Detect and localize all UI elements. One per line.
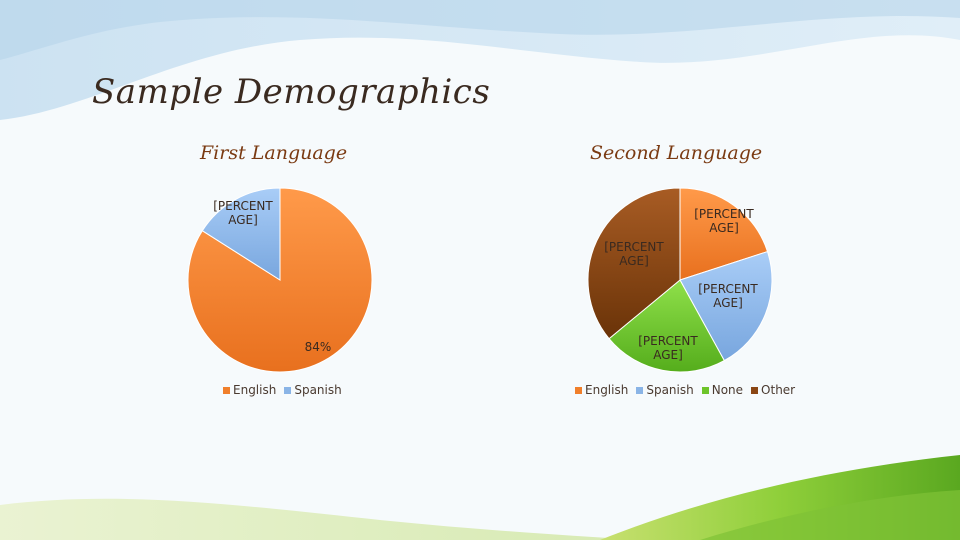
legend-label-spanish: Spanish xyxy=(294,383,342,397)
pie-slice-spanish xyxy=(679,250,773,362)
legend-item-other: Other xyxy=(751,383,795,397)
legend-swatch-other xyxy=(751,386,759,394)
second-language-chart-title: Second Language xyxy=(590,142,763,164)
slide-title: Sample Demographics xyxy=(92,72,491,112)
legend-swatch-none xyxy=(701,386,709,394)
second-language-legend: English Spanish None Other xyxy=(575,383,795,397)
legend-swatch-english xyxy=(575,386,582,394)
pie-slice-other xyxy=(587,187,681,340)
data-label-none: [PERCENT AGE] xyxy=(638,334,698,362)
legend-item-spanish: Spanish xyxy=(636,383,694,397)
pie-slice-none xyxy=(608,279,725,373)
data-label-spanish: [PERCENT AGE] xyxy=(698,282,758,310)
data-label-english: [PERCENT AGE] xyxy=(694,207,754,235)
legend-swatch-spanish xyxy=(284,386,292,394)
legend-label-english: English xyxy=(233,383,277,397)
legend-item-english: English xyxy=(223,383,276,397)
data-label-other: [PERCENT AGE] xyxy=(604,240,664,268)
pie-slice-spanish xyxy=(201,187,281,281)
legend-label-other: Other xyxy=(761,383,796,397)
first-language-legend: English Spanish xyxy=(223,383,342,397)
legend-label-english: English xyxy=(585,383,629,397)
legend-label-none: None xyxy=(711,383,744,397)
legend-item-spanish: Spanish xyxy=(284,383,342,397)
legend-item-none: None xyxy=(701,383,744,397)
legend-swatch-english xyxy=(223,386,230,394)
legend-item-english: English xyxy=(575,383,628,397)
data-label-english: 84% xyxy=(304,340,332,354)
first-language-chart-title: First Language xyxy=(200,142,348,164)
second-language-pie-chart xyxy=(587,187,773,373)
first-language-pie-chart xyxy=(187,187,373,373)
pie-slice-english xyxy=(679,187,769,281)
legend-label-spanish: Spanish xyxy=(646,383,694,397)
data-label-spanish: [PERCENT AGE] xyxy=(213,199,273,227)
legend-swatch-spanish xyxy=(636,386,644,394)
